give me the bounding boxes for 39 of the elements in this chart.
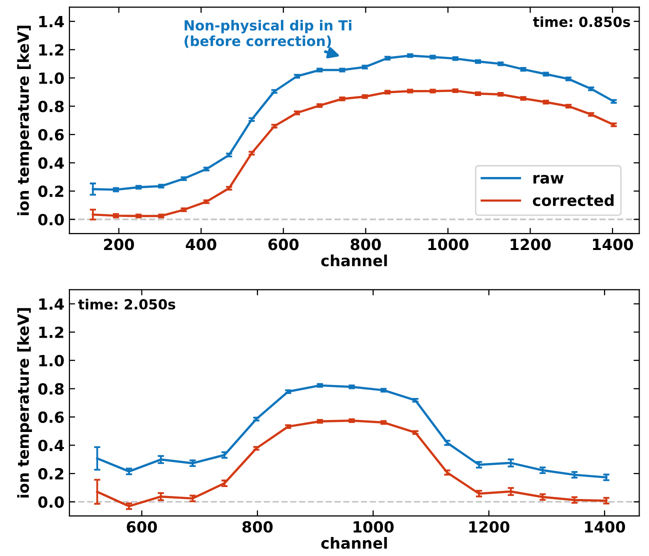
y-axis-title: ion temperature [keV] — [17, 308, 32, 498]
y-axis-title: ion temperature [keV] — [17, 26, 32, 216]
x-tick-label: 1400 — [585, 521, 626, 533]
x-tick-label: 1200 — [510, 238, 551, 250]
x-tick-label: 200 — [104, 238, 134, 250]
y-tick-label: 0.2 — [38, 468, 64, 480]
y-tick-label: 1.0 — [39, 72, 64, 84]
line-series — [96, 420, 608, 508]
y-tick-label: 0.6 — [38, 128, 64, 141]
y-tick-label: 1.0 — [39, 354, 64, 366]
annotation: Non-physical dip in Ti (before correction) — [184, 20, 352, 48]
y-tick-label: 0.0 — [38, 496, 64, 508]
x-tick-label: 1000 — [354, 521, 394, 533]
legend-label: corrected — [532, 194, 614, 206]
y-tick-label: 0.4 — [38, 157, 64, 169]
y-tick-label: 0.8 — [38, 100, 64, 112]
y-tick-label: 0.6 — [38, 411, 64, 423]
x-tick-label: 1400 — [592, 238, 634, 250]
y-tick-label: 0.2 — [38, 186, 64, 198]
y-tick-label: 1.2 — [39, 326, 64, 338]
x-tick-label: 800 — [242, 521, 273, 533]
x-tick-label: 1200 — [469, 521, 510, 533]
x-axis-title: channel — [321, 254, 387, 266]
y-tick-label: 1.4 — [39, 16, 64, 28]
line-series — [96, 384, 608, 478]
y-tick-label: 1.4 — [39, 298, 64, 310]
x-tick-label: 1000 — [428, 238, 468, 250]
annotation: time: 0.850s — [533, 16, 630, 28]
x-tick-label: 800 — [350, 238, 381, 250]
x-tick-label: 400 — [186, 238, 216, 250]
annotation: time: 2.050s — [78, 298, 176, 310]
x-axis-title: channel — [321, 537, 387, 549]
y-tick-label: 0.4 — [38, 440, 64, 452]
y-tick-label: 0.0 — [38, 214, 64, 226]
y-tick-label: 0.8 — [38, 383, 64, 395]
legend-label: raw — [533, 174, 564, 184]
x-tick-label: 600 — [268, 238, 299, 250]
y-tick-label: 1.2 — [39, 44, 64, 56]
x-tick-label: 600 — [126, 521, 157, 533]
